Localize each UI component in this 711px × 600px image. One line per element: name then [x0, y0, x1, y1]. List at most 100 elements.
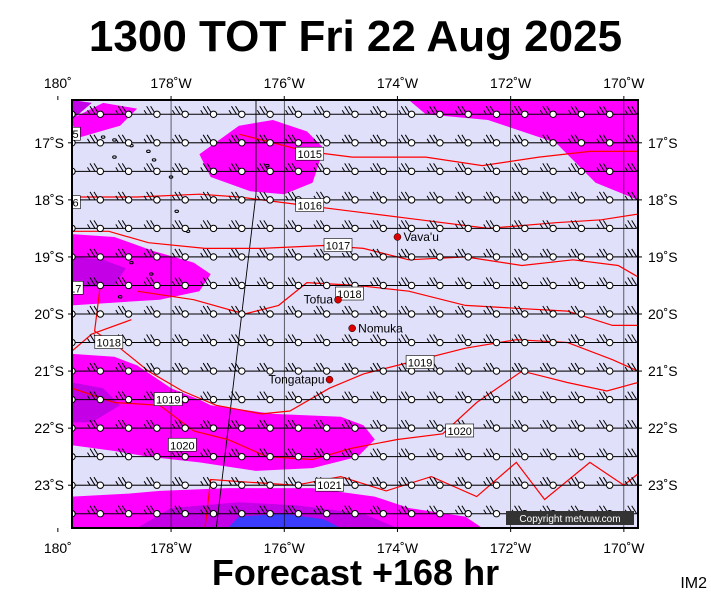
isobar-value: 1018 [97, 338, 121, 350]
place-4: Tongatapu [268, 373, 334, 387]
lat-label-left: 18˚S [34, 192, 64, 208]
isobar-label-10: 1019 [153, 392, 183, 407]
wind-barb [209, 277, 241, 290]
wind-barb [379, 476, 411, 489]
isobar-value: 1020 [170, 440, 194, 452]
wind-barb [606, 163, 638, 176]
wind-barb [238, 334, 270, 347]
wind-barb [464, 277, 496, 290]
isobar-line-8 [72, 319, 132, 352]
axes: 180˚ 180˚ 178˚W 178˚W 176˚W 176˚W 174˚W 174˚W 17… [34, 75, 677, 556]
wind-barb [266, 419, 298, 432]
isobar-label-5: 1017 [323, 238, 353, 253]
wind-barb [181, 334, 213, 347]
place-1: Vava'u [393, 230, 439, 244]
wind-barb [436, 362, 468, 375]
wind-barb [606, 476, 638, 489]
image-code: IM2 [680, 575, 707, 592]
wind-barb [323, 448, 355, 461]
wind-barb [323, 277, 355, 290]
island-1 [100, 135, 106, 139]
lon-label-top: 176˚W [264, 75, 306, 91]
lat-label-right: 17˚S [648, 135, 678, 151]
isobar-line-2 [72, 193, 638, 230]
wind-barbs [72, 106, 638, 518]
wind-barb [294, 106, 326, 118]
wind-barb [407, 220, 440, 233]
wind-barb [521, 134, 553, 147]
wind-barb [606, 362, 638, 375]
wind-barb [153, 448, 185, 461]
wind-barb [436, 191, 468, 204]
rain-area-7 [72, 100, 92, 120]
rain-area-2 [408, 100, 638, 200]
wind-barb [521, 448, 553, 461]
lat-label-right: 22˚S [648, 420, 678, 436]
place-markers: Vava'u Tofua Nomuka Tongatapu [268, 230, 438, 387]
wind-barb [464, 391, 496, 404]
lat-label-right: 20˚S [648, 306, 678, 322]
wind-barb [294, 505, 326, 518]
wind-barb [351, 163, 383, 176]
isobar-label-12: 1020 [168, 437, 197, 452]
isobar-label-11: 1020 [445, 423, 475, 438]
place-2: Tofua [304, 293, 342, 307]
wind-barb [323, 163, 355, 176]
wind-barb [492, 163, 524, 176]
wind-barb [606, 220, 638, 233]
wind-barb [209, 476, 241, 489]
wind-barb [606, 134, 638, 147]
rain-area-3 [199, 120, 324, 195]
wind-barb [436, 476, 468, 489]
wind-barb [606, 419, 638, 432]
wind-barb [407, 248, 440, 261]
wind-barb [521, 106, 553, 118]
wind-barb [209, 220, 241, 233]
isobar-value: 1020 [447, 426, 471, 438]
wind-barb [492, 419, 524, 432]
lat-label-right: 18˚S [648, 192, 678, 208]
isobar-value: 1017 [57, 283, 81, 295]
rain-shading [72, 100, 638, 528]
wind-barb [238, 419, 270, 432]
wind-barb [407, 391, 440, 404]
rain-area-5 [72, 353, 375, 471]
wind-barb [294, 134, 326, 147]
wind-barb [351, 419, 383, 432]
wind-barb [294, 277, 326, 290]
wind-barb [124, 476, 157, 489]
isobar-label-9: 1019 [405, 355, 435, 370]
wind-barb [153, 106, 185, 118]
wind-barb [464, 448, 496, 461]
lon-label-top: 180˚ [44, 75, 72, 91]
wind-barb [238, 476, 270, 489]
wind-barb [379, 248, 411, 261]
place-dot [334, 295, 342, 304]
lon-label-top: 174˚W [377, 75, 419, 91]
wind-barb [266, 305, 298, 318]
lon-label-top: 172˚W [490, 75, 532, 91]
wind-barb [464, 191, 496, 204]
wind-barb [549, 448, 581, 461]
wind-barb [209, 362, 241, 375]
wind-barb [379, 305, 411, 318]
lat-label-left: 22˚S [34, 420, 64, 436]
wind-barb [96, 305, 128, 318]
wind-barb [181, 476, 213, 489]
wind-barb [379, 391, 411, 404]
forecast-hour: Forecast +168 hr [211, 552, 500, 593]
isobar-label-4: 1016 [54, 195, 81, 210]
wind-barb [124, 305, 157, 318]
wind-barb [492, 476, 524, 489]
wind-barb [379, 277, 411, 290]
wind-barb [266, 448, 298, 461]
place-dot [325, 375, 334, 384]
wind-barb [238, 505, 270, 518]
isobar-value: 1016 [54, 198, 78, 210]
wind-barb [606, 448, 638, 461]
wind-barb [407, 277, 440, 290]
wind-barb [379, 134, 411, 147]
wind-barb [124, 277, 157, 290]
wind-barb [209, 163, 241, 176]
